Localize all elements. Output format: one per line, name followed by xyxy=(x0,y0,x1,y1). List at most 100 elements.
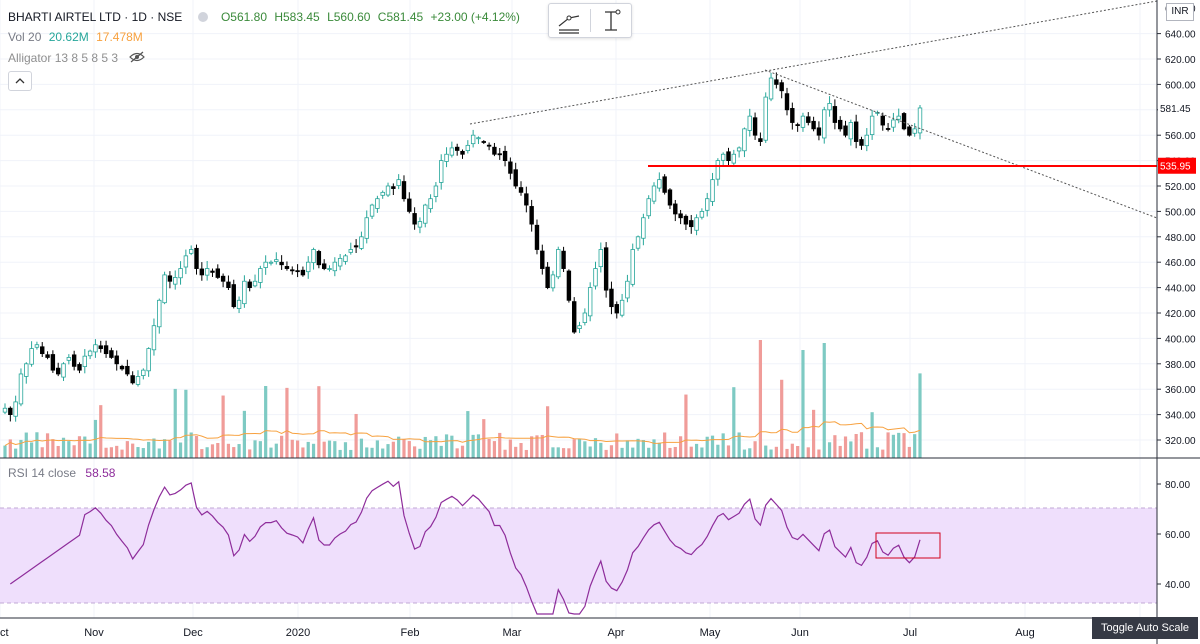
volume-bar xyxy=(210,444,215,458)
price-axis[interactable]: 640.00620.00600.00580.00560.00540.00520.… xyxy=(1157,4,1196,447)
candle-body xyxy=(364,217,369,239)
volume-bar xyxy=(258,441,262,458)
candle-body xyxy=(758,138,763,142)
rsi-tick-label: 80.00 xyxy=(1165,480,1190,491)
open-value: O561.80 xyxy=(220,10,267,24)
candle-body xyxy=(476,137,481,140)
candle-body xyxy=(423,204,428,224)
volume-bar xyxy=(168,440,172,458)
last-price-tag: 581.45 xyxy=(1160,104,1191,115)
candle-body xyxy=(114,355,119,365)
currency-badge[interactable]: INR xyxy=(1166,3,1194,21)
candle-body xyxy=(848,122,854,140)
volume-bar xyxy=(514,446,518,458)
volume-bar xyxy=(705,436,709,458)
toggle-auto-scale-button[interactable]: Toggle Auto Scale xyxy=(1092,617,1198,639)
volume-bar xyxy=(3,445,7,458)
price-tick-label: 420.00 xyxy=(1165,309,1196,320)
symbol-title[interactable]: BHARTI AIRTEL LTD · 1D · NSE xyxy=(8,10,183,24)
volume-bar xyxy=(444,434,449,458)
volume-bar xyxy=(194,435,199,458)
volume-bar xyxy=(381,448,385,458)
volume-bar xyxy=(806,447,810,458)
candle-body xyxy=(667,189,673,206)
volume-bar xyxy=(157,448,161,458)
candle-body xyxy=(40,346,45,355)
price-tick-label: 560.00 xyxy=(1165,131,1196,142)
candle-body xyxy=(167,275,173,282)
trendline-descending[interactable] xyxy=(764,69,1158,219)
candle-body xyxy=(369,204,375,217)
volume-bar xyxy=(769,449,773,458)
measure-tool-button[interactable] xyxy=(591,4,631,37)
volume-bar xyxy=(45,433,50,458)
candle-body xyxy=(720,153,726,161)
volume-bar xyxy=(498,432,502,458)
candle-body xyxy=(736,147,742,152)
volume-bar xyxy=(67,441,71,458)
price-tick-label: 340.00 xyxy=(1165,411,1196,422)
volume-bar xyxy=(567,448,571,458)
close-value: C581.45 xyxy=(377,10,424,24)
volume-bar xyxy=(333,441,337,458)
volume-bar xyxy=(237,444,241,458)
volume-bar xyxy=(721,433,725,458)
high-value: H583.45 xyxy=(274,10,320,24)
candle-body xyxy=(263,261,268,268)
candle-body xyxy=(353,245,359,248)
candle-body xyxy=(449,147,455,156)
volume-bar xyxy=(354,413,358,458)
volume-bar xyxy=(460,445,465,458)
candle-body xyxy=(699,210,705,218)
volume-bar xyxy=(897,432,901,458)
volume-bar xyxy=(322,441,326,458)
candle-body xyxy=(268,261,274,264)
volume-bar xyxy=(902,433,906,458)
rsi-axis[interactable]: 80.00 60.00 40.00 xyxy=(1157,480,1190,591)
volume-label[interactable]: Vol 20 xyxy=(8,30,42,44)
candle-body xyxy=(300,269,306,276)
volume-bar xyxy=(338,449,342,458)
volume-bar xyxy=(891,434,896,458)
candle-body xyxy=(460,150,465,155)
volume-bar xyxy=(413,446,417,458)
volume-bar xyxy=(822,343,826,458)
volume-bar xyxy=(88,443,92,458)
candle-body xyxy=(465,144,471,152)
alligator-label[interactable]: Alligator 13 8 5 8 5 3 xyxy=(8,51,119,65)
candle-body xyxy=(274,259,279,262)
volume-legend: Vol 20 20.62M 17.478M xyxy=(8,30,147,44)
candle-body xyxy=(869,115,875,136)
trendline-upper[interactable] xyxy=(469,0,1158,125)
rsi-highlight-box[interactable] xyxy=(875,532,941,559)
volume-bar xyxy=(710,435,715,458)
collapse-legend-button[interactable] xyxy=(8,71,32,91)
candle-body xyxy=(66,357,72,361)
volume-bar xyxy=(625,440,630,458)
volume-bar xyxy=(790,443,794,458)
trend-tool-button[interactable] xyxy=(549,4,589,37)
candle-body xyxy=(204,268,210,276)
candle-body xyxy=(247,281,252,289)
volume-bar xyxy=(141,448,145,458)
candle-body xyxy=(146,348,151,372)
hidden-eye-icon[interactable] xyxy=(129,51,146,63)
volume-bar xyxy=(870,412,874,458)
volume-bar xyxy=(19,439,23,458)
candle-body xyxy=(284,266,290,269)
candle-body xyxy=(316,251,322,266)
last-price-tag-bg xyxy=(1158,99,1196,116)
candle-body xyxy=(98,345,103,349)
visibility-dot-icon[interactable] xyxy=(197,12,208,22)
trendline-tool-icon xyxy=(558,15,580,34)
time-axis[interactable]: OctNovDec2020FebMarAprMayJunJulAugSep xyxy=(0,627,1150,639)
candle-body xyxy=(220,275,226,282)
candle-body xyxy=(843,125,848,136)
volume-bar xyxy=(700,447,704,458)
candle-body xyxy=(194,247,199,269)
rsi-label[interactable]: RSI 14 close xyxy=(8,466,77,480)
candle-body xyxy=(838,119,843,130)
candle-body xyxy=(572,301,577,333)
volume-bar xyxy=(24,432,28,458)
